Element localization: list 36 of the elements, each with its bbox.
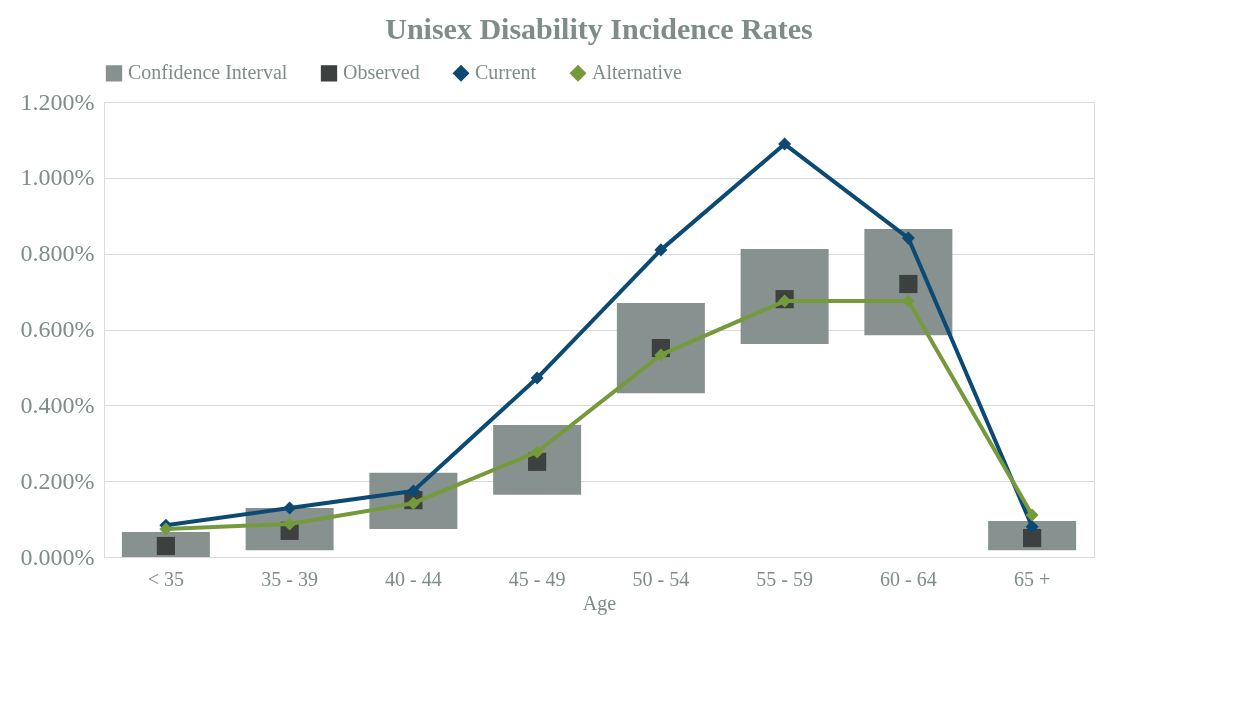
y-tick-label: 0.400% [20, 391, 95, 418]
y-tick-label: 0.200% [20, 467, 95, 494]
x-tick-label: 65 + [1013, 567, 1051, 590]
x-tick-label: 45 - 49 [508, 567, 566, 590]
y-tick-label: 1.000% [20, 164, 95, 191]
y-tick-label: 0.000% [20, 543, 95, 570]
x-tick-label: 50 - 54 [632, 567, 690, 590]
point [901, 231, 915, 245]
point [899, 274, 918, 294]
x-tick-label: < 35 [147, 567, 185, 590]
bar [740, 249, 829, 344]
point [778, 137, 792, 151]
legend-label: Observed [343, 61, 420, 84]
x-tick-label: 60 - 64 [880, 567, 937, 590]
legend-label: Confidence Interval [128, 61, 288, 84]
bar [616, 302, 705, 394]
point [1025, 520, 1039, 534]
legend-label: Current [475, 61, 537, 84]
point [654, 243, 668, 257]
y-tick-label: 1.200% [20, 88, 95, 115]
x-tick-label: 40 - 44 [385, 567, 442, 590]
x-axis-title: Age [582, 591, 617, 615]
point [159, 522, 173, 536]
x-tick-label: 35 - 39 [261, 567, 318, 590]
point [530, 445, 544, 459]
chart-title: Unisex Disability Incidence Rates [385, 12, 813, 45]
x-tick-label: 55 - 59 [756, 567, 813, 590]
y-tick-label: 0.600% [20, 316, 95, 342]
point [406, 484, 420, 498]
point [530, 371, 544, 385]
point [1023, 528, 1042, 548]
point [156, 536, 175, 556]
y-tick-label: 0.800% [20, 240, 95, 267]
legend-label: Alternative [592, 61, 683, 84]
point [283, 501, 297, 515]
point [1025, 508, 1039, 522]
